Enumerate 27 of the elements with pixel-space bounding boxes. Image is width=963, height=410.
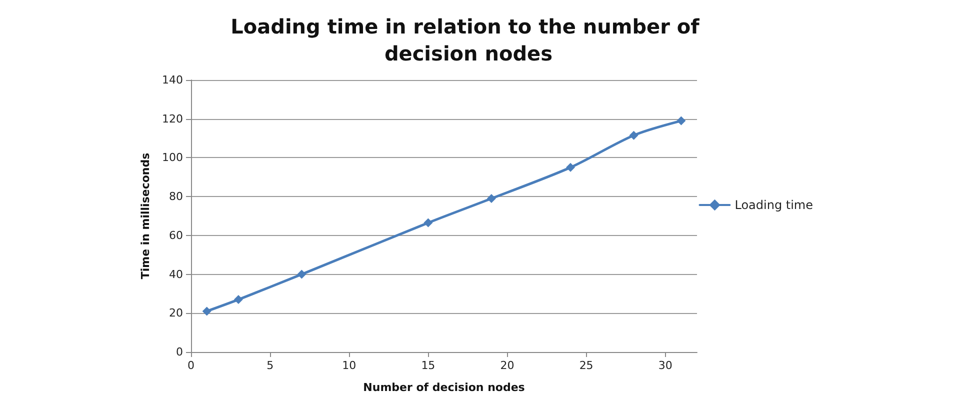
y-tick-label: 120 [162,112,183,126]
x-tick-label: 30 [658,359,672,372]
y-tick-label: 40 [169,268,183,281]
point [297,270,306,279]
point [234,295,243,304]
chart-title: Loading time in relation to the number of decision nodes [230,14,700,66]
y-axis-title: Time in milliseconds [139,152,152,280]
y-tick-label: 20 [169,306,183,320]
point [676,116,686,126]
point [486,194,496,204]
point [202,306,212,316]
x-tick-label: 25 [579,359,594,372]
x-axis-title: Number of decision nodes [363,381,526,394]
legend-label: Loading time [734,198,814,212]
x-tick-label: 0 [188,359,194,372]
y-tick-label: 60 [169,228,183,242]
point [629,130,638,140]
point [566,162,575,172]
y-tick-label: 140 [162,74,183,86]
x-tick-label: 15 [421,359,436,372]
y-tick-label: 0 [176,346,183,358]
point [424,218,433,228]
x-tick-label: 10 [342,359,356,372]
x-tick-label: 5 [266,359,274,372]
x-tick-label: 20 [500,359,514,372]
y-tick-label: 100 [162,151,183,164]
y-tick-label: 80 [169,190,183,204]
